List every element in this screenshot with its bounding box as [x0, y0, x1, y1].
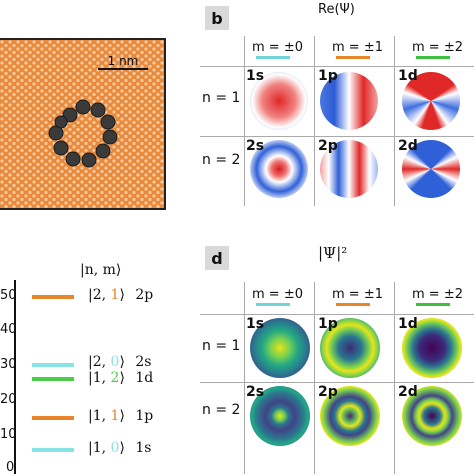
level-1p: [32, 416, 74, 420]
orbital-re-2p: [320, 140, 378, 198]
orbital-re-1s: [250, 72, 308, 130]
tick-40: 40: [0, 322, 17, 337]
row-label-b-1: n = 2: [202, 152, 241, 168]
cell-label-d-1s: 1s: [246, 316, 265, 332]
col-underline-d-1: [336, 303, 370, 306]
orbital-re-2s: [250, 140, 308, 198]
level-2p: [32, 295, 74, 299]
tick-10: 10: [0, 427, 17, 442]
cell-label-d-2p: 2p: [318, 384, 338, 400]
row-label-d-0: n = 1: [202, 338, 241, 354]
panel-c-header: |n, m⟩: [80, 262, 122, 278]
stm-image: 1 nm: [0, 38, 166, 210]
panel-letter-d: d: [205, 246, 229, 270]
orbital-prob-1s: [250, 318, 310, 378]
tick-30: 30: [0, 357, 17, 372]
orbital-re-1d: [402, 72, 460, 130]
col-header-b-2: m = ±2: [412, 40, 463, 55]
cell-label-d-2s: 2s: [246, 384, 265, 400]
cell-label-b-2d: 2d: [398, 138, 418, 154]
orbital-prob-2d: [402, 386, 462, 446]
level-1p-label: |1, 1⟩ 1p: [88, 408, 154, 424]
orbital-prob-2s: [250, 386, 310, 446]
grid-d: [200, 282, 474, 474]
scale-label: 1 nm: [107, 54, 139, 68]
col-underline-b-1: [336, 56, 370, 59]
grid-b: [200, 36, 474, 206]
tick-0: 0: [6, 460, 15, 475]
col-header-d-1: m = ±1: [332, 287, 383, 302]
energy-axis: [14, 280, 16, 474]
row-label-b-0: n = 1: [202, 90, 241, 106]
cell-label-b-1p: 1p: [318, 68, 338, 84]
level-1d-label: |1, 2⟩ 1d: [88, 370, 154, 386]
tick-20: 20: [0, 392, 17, 407]
level-2p-label: |2, 1⟩ 2p: [88, 287, 154, 303]
row-label-d-1: n = 2: [202, 402, 241, 418]
orbital-prob-2p: [320, 386, 380, 446]
panel-letter-b: b: [205, 6, 229, 30]
cell-label-d-1p: 1p: [318, 316, 338, 332]
cell-label-b-2s: 2s: [246, 138, 265, 154]
col-underline-d-0: [256, 303, 290, 306]
col-header-b-0: m = ±0: [252, 40, 303, 55]
tick-50: 50: [0, 288, 17, 303]
cell-label-b-2p: 2p: [318, 138, 338, 154]
cell-label-d-2d: 2d: [398, 384, 418, 400]
level-1s-label: |1, 0⟩ 1s: [88, 440, 152, 456]
corral-molecules: [48, 99, 118, 168]
cell-label-b-1s: 1s: [246, 68, 265, 84]
orbital-re-2d: [402, 140, 460, 198]
cell-label-b-1d: 1d: [398, 68, 418, 84]
orbital-re-1p: [320, 72, 378, 130]
orbital-prob-1p: [320, 318, 380, 378]
orbital-prob-1d: [402, 318, 462, 378]
scale-bar: 1 nm: [98, 54, 148, 70]
col-header-d-2: m = ±2: [412, 287, 463, 302]
cell-label-d-1d: 1d: [398, 316, 418, 332]
level-1s: [32, 448, 74, 452]
col-header-b-1: m = ±1: [332, 40, 383, 55]
col-underline-b-0: [256, 56, 290, 59]
col-underline-b-2: [416, 56, 450, 59]
col-header-d-0: m = ±0: [252, 287, 303, 302]
level-2s: [32, 363, 74, 367]
level-2s-label: |2, 0⟩ 2s: [88, 354, 152, 370]
panel-d-title: |Ψ|²: [318, 244, 348, 262]
panel-b-title: Re(Ψ): [318, 2, 355, 17]
col-underline-d-2: [416, 303, 450, 306]
level-1d: [32, 377, 74, 381]
